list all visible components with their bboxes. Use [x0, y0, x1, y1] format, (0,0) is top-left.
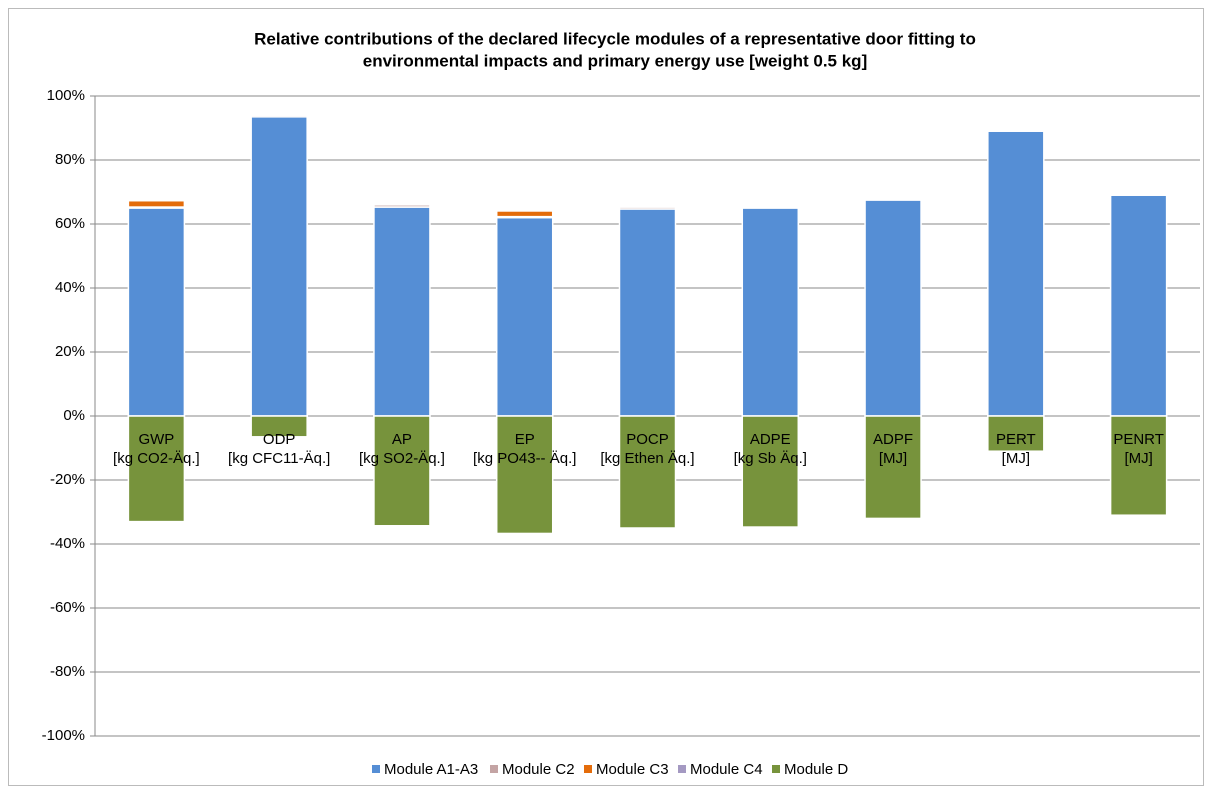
y-tick-label: 100% [47, 87, 85, 104]
x-tick-label: [kg Ethen Äq.] [600, 450, 694, 467]
x-tick-label: POCP [626, 431, 669, 448]
legend-swatch [490, 765, 498, 773]
y-tick-label: 40% [55, 279, 85, 296]
y-tick-label: 60% [55, 215, 85, 232]
x-tick-label: [kg CFC11-Äq.] [228, 450, 330, 467]
chart-title: Relative contributions of the declared l… [254, 29, 976, 48]
bar [127, 415, 186, 523]
x-tick-label: [kg PO43-- Äq.] [473, 450, 576, 467]
x-tick-label: ODP [263, 431, 296, 448]
y-tick-label: -20% [50, 471, 85, 488]
bar [864, 415, 922, 520]
y-tick-label: 20% [55, 343, 85, 360]
bar [618, 208, 677, 417]
y-tick-label: -60% [50, 599, 85, 616]
legend-swatch [372, 765, 380, 773]
bar [495, 216, 554, 417]
bar [495, 210, 554, 218]
legend-label: Module C4 [690, 761, 763, 778]
x-tick-label: [kg Sb Äq.] [734, 450, 807, 467]
x-tick-label: [MJ] [1124, 450, 1152, 467]
legend-label: Module C3 [596, 761, 669, 778]
y-tick-label: 80% [55, 151, 85, 168]
legend-swatch [678, 765, 686, 773]
bar [1109, 415, 1168, 516]
bar [250, 116, 308, 417]
bar [618, 415, 677, 529]
y-tick-label: 0% [63, 407, 85, 424]
bar [127, 199, 186, 208]
y-tick-label: -80% [50, 663, 85, 680]
x-tick-label: AP [392, 431, 412, 448]
legend-label: Module D [784, 761, 848, 778]
x-tick-label: PERT [996, 431, 1036, 448]
x-tick-label: [kg SO2-Äq.] [359, 450, 445, 467]
bar [1109, 194, 1168, 417]
bar [373, 206, 431, 417]
legend-label: Module A1-A3 [384, 761, 478, 778]
bar [250, 415, 308, 438]
bar [741, 207, 800, 417]
x-tick-label: ADPE [750, 431, 791, 448]
x-tick-label: [kg CO2-Äq.] [113, 450, 200, 467]
x-tick-label: [MJ] [1002, 450, 1030, 467]
bar [373, 415, 431, 527]
legend-swatch [584, 765, 592, 773]
bar [495, 415, 554, 535]
y-tick-label: -100% [42, 727, 85, 744]
bar [741, 415, 800, 528]
bar [987, 130, 1045, 417]
x-tick-label: [MJ] [879, 450, 907, 467]
x-tick-label: ADPF [873, 431, 913, 448]
legend-swatch [772, 765, 780, 773]
bar [127, 207, 186, 417]
x-tick-label: EP [515, 431, 535, 448]
bar [864, 199, 922, 417]
legend-label: Module C2 [502, 761, 575, 778]
x-tick-label: PENRT [1113, 431, 1164, 448]
x-tick-label: GWP [138, 431, 174, 448]
bar [987, 415, 1045, 452]
y-tick-label: -40% [50, 535, 85, 552]
chart-title: environmental impacts and primary energy… [363, 51, 867, 70]
